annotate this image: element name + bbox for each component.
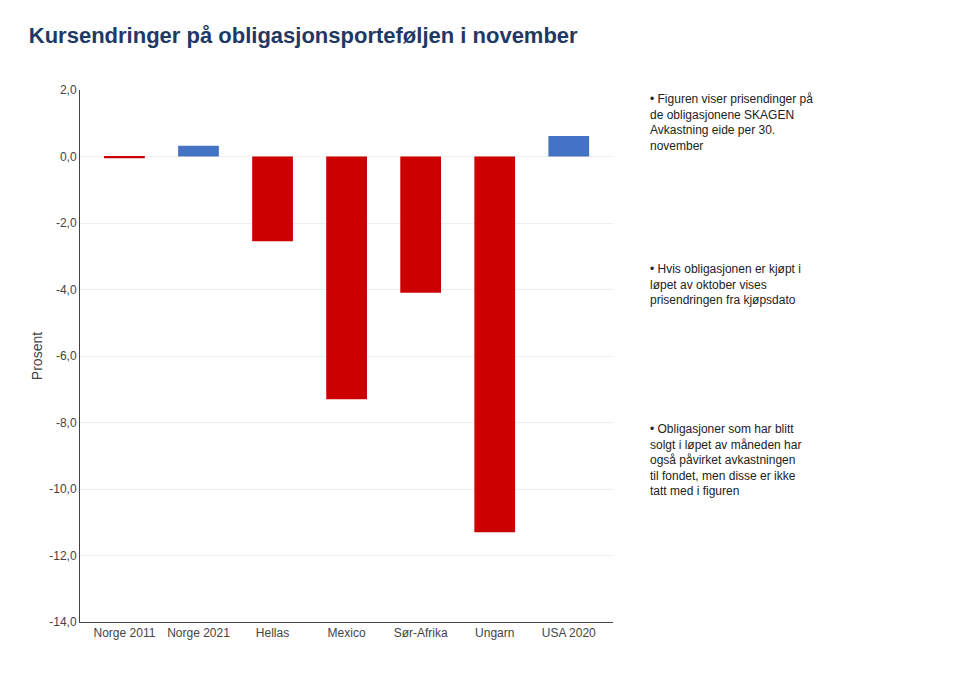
svg-text:-12,0: -12,0 [49, 549, 77, 563]
svg-text:• Figuren viser prisendinger p: • Figuren viser prisendinger påde obliga… [650, 92, 813, 153]
svg-text:-4,0: -4,0 [56, 283, 77, 297]
svg-text:Prosent: Prosent [29, 332, 45, 380]
svg-text:Ungarn: Ungarn [475, 626, 514, 640]
svg-text:-2,0: -2,0 [56, 216, 77, 230]
svg-text:• Hvis obligasjonen er kjøpt i: • Hvis obligasjonen er kjøpt iløpet av o… [650, 262, 801, 307]
svg-text:Sør-Afrika: Sør-Afrika [394, 626, 448, 640]
svg-text:Hellas: Hellas [256, 626, 289, 640]
svg-text:2,0: 2,0 [60, 83, 77, 97]
svg-text:Norge 2011: Norge 2011 [94, 626, 156, 640]
svg-text:-14,0: -14,0 [49, 615, 77, 629]
svg-text:-6,0: -6,0 [56, 349, 77, 363]
svg-text:• Obligasjoner som har blittso: • Obligasjoner som har blittsolgt i løpe… [650, 422, 801, 498]
svg-text:0,0: 0,0 [60, 150, 77, 164]
svg-text:Norge 2021: Norge 2021 [167, 626, 230, 640]
svg-text:Kursendringer på obligasjonspo: Kursendringer på obligasjonsporteføljen … [29, 23, 578, 48]
svg-text:-8,0: -8,0 [56, 416, 77, 430]
svg-text:USA 2020: USA 2020 [542, 626, 596, 640]
svg-text:-10,0: -10,0 [49, 482, 77, 496]
svg-text:Mexico: Mexico [328, 626, 366, 640]
